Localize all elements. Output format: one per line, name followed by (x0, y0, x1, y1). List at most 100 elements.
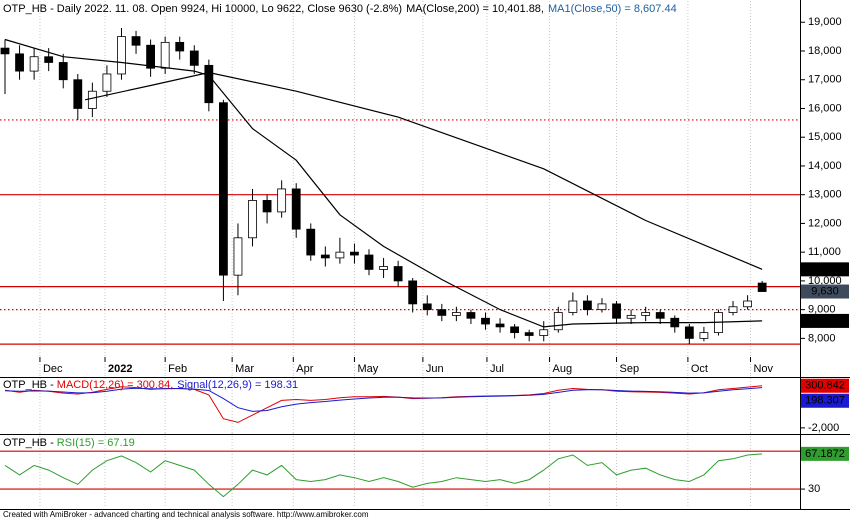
candle-body (393, 266, 403, 282)
last-value-label: 300.842 (805, 380, 845, 392)
candle-body (364, 254, 374, 270)
last-value-box (801, 313, 849, 328)
x-tick-label: Dec (43, 363, 63, 375)
candle-body (87, 90, 97, 109)
x-tick-label: Mar (235, 363, 254, 375)
candle-body (655, 312, 665, 319)
candle-body (539, 329, 549, 336)
x-tick-label: 2022 (108, 363, 132, 375)
candle-body (175, 41, 185, 52)
x-tick-label: Oct (691, 363, 708, 375)
candle-body (306, 228, 316, 256)
candle-body (131, 36, 141, 46)
candle-body (481, 317, 490, 325)
last-value-label: 10,401.9 (804, 263, 847, 275)
candle-body (641, 312, 651, 316)
candle-body (189, 50, 199, 66)
candle-body (408, 280, 418, 305)
candle-body (102, 73, 112, 92)
last-value-box (801, 378, 849, 393)
candle-body (262, 200, 272, 213)
y-tick-label: 11,000 (808, 246, 841, 258)
x-tick-label: May (357, 363, 378, 375)
x-tick-label: Jun (426, 363, 444, 375)
last-value-box (801, 284, 849, 299)
last-value-box (801, 393, 849, 408)
candle-body (160, 41, 170, 69)
candle-body (612, 303, 621, 319)
indicator-line (4, 385, 763, 423)
header-indicator: Signal(12,26,9) = 198.31 (177, 379, 298, 391)
last-value-label: 8,607.44 (804, 315, 847, 327)
y-tick-label: 30 (808, 483, 820, 495)
last-value-label: 198.307 (805, 395, 845, 407)
y-tick-label: 15,000 (808, 131, 842, 143)
candle-body (495, 323, 505, 328)
x-tick-label: Aug (553, 363, 573, 375)
panel-header: OTP_HB - MACD(12,26) = 300.84, Signal(12,… (3, 379, 298, 391)
header-title: OTP_HB - Daily 2022. 11. 08. Open 9924, … (3, 3, 402, 15)
candle-body (699, 332, 709, 339)
header-indicator: MA(Close,200) = 10,401.88, (406, 3, 544, 15)
candle-body (757, 282, 767, 292)
last-value-label: 9,630 (811, 285, 839, 297)
candle-body (510, 326, 520, 334)
candle-body (684, 326, 694, 339)
candle-body (743, 300, 752, 308)
y-tick-label: 9,000 (808, 304, 836, 316)
candle-body (466, 312, 476, 319)
candle-body (29, 56, 39, 72)
header-indicator: RSI(15) = 67.19 (57, 437, 135, 449)
indicator-line (4, 387, 763, 412)
last-value-label: 67.1872 (805, 448, 845, 460)
panel-header: OTP_HB - RSI(15) = 67.19 (3, 437, 135, 449)
candle-body (524, 332, 534, 336)
x-tick-label: Apr (296, 363, 313, 375)
candle-body (422, 303, 432, 311)
candle-body (117, 36, 126, 75)
candle-body (350, 251, 359, 256)
y-tick-label: 18,000 (808, 45, 842, 57)
x-tick-label: Sep (620, 363, 640, 375)
x-tick-label: Nov (753, 363, 773, 375)
y-tick-label: 10,000 (808, 275, 842, 287)
x-tick-label: Jul (490, 363, 504, 375)
candle-body (626, 314, 636, 319)
candle-body (728, 306, 738, 313)
last-value-box (801, 446, 849, 461)
footer: Created with AmiBroker - advanced charti… (3, 510, 369, 519)
candle-body (44, 56, 54, 63)
candle-body (277, 188, 287, 213)
panel-header: OTP_HB - Daily 2022. 11. 08. Open 9924, … (3, 3, 677, 15)
candle-body (437, 309, 447, 316)
y-tick-label: 13,000 (808, 189, 842, 201)
moving-average-line (84, 71, 763, 270)
candle-body (451, 312, 461, 316)
y-tick-label: 16,000 (808, 102, 842, 114)
candle-body (219, 102, 228, 276)
candle-body (568, 300, 578, 313)
y-tick-label: 14,000 (808, 160, 842, 172)
x-tick-label: Feb (168, 363, 187, 375)
candle-body (583, 300, 592, 311)
candle-body (15, 53, 24, 72)
candle-body (73, 79, 83, 109)
candle-body (58, 62, 68, 81)
y-tick-label: -2,000 (808, 422, 839, 434)
candle-body (248, 200, 257, 239)
header-prefix: OTP_HB - (3, 379, 57, 391)
candle-body (291, 188, 301, 230)
y-tick-label: 12,000 (808, 217, 842, 229)
moving-average-line (4, 38, 763, 328)
candle-body (320, 254, 330, 259)
candle-body (146, 44, 155, 69)
indicator-line (4, 453, 763, 498)
candle-body (204, 64, 214, 104)
candle-body (597, 303, 607, 311)
header-prefix: OTP_HB - (3, 437, 57, 449)
candle-body (553, 312, 563, 331)
candle-body (379, 266, 388, 270)
candle-body (0, 47, 10, 55)
